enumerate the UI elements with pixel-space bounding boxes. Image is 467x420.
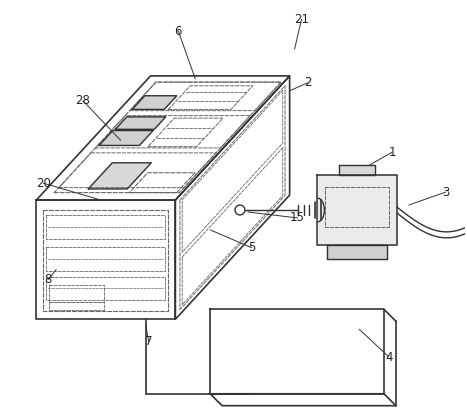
- Polygon shape: [132, 96, 177, 110]
- Text: 1: 1: [388, 146, 396, 159]
- Polygon shape: [340, 165, 375, 175]
- Text: 4: 4: [385, 351, 393, 364]
- Polygon shape: [99, 131, 153, 145]
- Text: 5: 5: [248, 241, 255, 254]
- Text: 28: 28: [76, 94, 91, 107]
- Text: 7: 7: [145, 335, 152, 348]
- Text: 21: 21: [294, 13, 309, 26]
- Text: 3: 3: [442, 186, 449, 199]
- Polygon shape: [88, 163, 151, 189]
- Text: 8: 8: [44, 273, 52, 286]
- Text: 6: 6: [175, 25, 182, 38]
- Polygon shape: [115, 117, 166, 129]
- Text: 20: 20: [36, 177, 51, 190]
- Polygon shape: [318, 175, 397, 245]
- Polygon shape: [327, 245, 387, 259]
- Text: 15: 15: [290, 211, 305, 224]
- Text: 2: 2: [304, 76, 311, 89]
